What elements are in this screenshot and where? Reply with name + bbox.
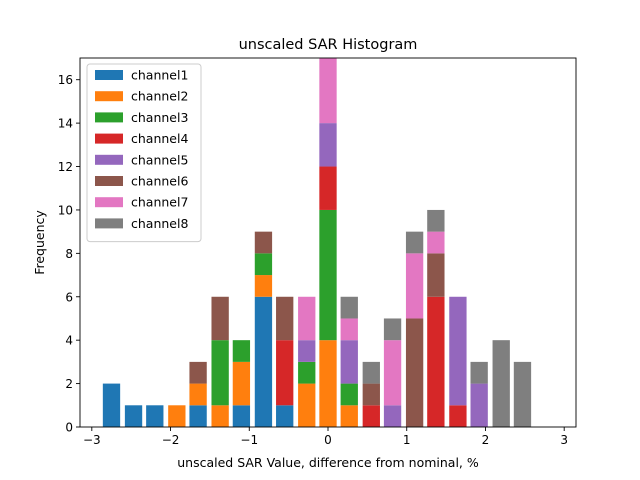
x-tick-label: 0 xyxy=(324,433,332,447)
bar-channel2-bin-4 xyxy=(189,383,207,406)
bar-channel5-bin-13 xyxy=(383,405,402,427)
bar-channel8-bin-15 xyxy=(427,209,445,232)
x-tick-label: 1 xyxy=(403,433,411,447)
bar-channel1-bin-1 xyxy=(124,405,143,427)
legend-swatch-channel8 xyxy=(95,218,123,229)
x-tick-label: −1 xyxy=(240,433,258,447)
bar-channel8-bin-17 xyxy=(470,361,488,384)
chart-title: unscaled SAR Histogram xyxy=(239,37,418,53)
bar-channel3-bin-11 xyxy=(340,383,358,406)
bar-channel8-bin-12 xyxy=(362,361,380,384)
bar-channel3-bin-5 xyxy=(211,340,229,406)
bar-channel3-bin-6 xyxy=(232,340,251,362)
x-tick-label: 3 xyxy=(560,433,568,447)
legend-swatch-channel7 xyxy=(95,197,123,208)
y-tick-label: 12 xyxy=(58,160,73,174)
bar-channel1-bin-2 xyxy=(146,405,164,427)
bar-channel4-bin-10 xyxy=(319,166,337,210)
legend-label-channel3: channel3 xyxy=(131,110,188,125)
x-axis-label: unscaled SAR Value, difference from nomi… xyxy=(177,455,479,470)
y-tick-label: 10 xyxy=(58,203,73,217)
y-tick-label: 16 xyxy=(58,73,73,87)
y-tick-label: 0 xyxy=(65,421,73,435)
bar-channel3-bin-7 xyxy=(254,253,273,276)
y-axis-label: Frequency xyxy=(32,210,47,275)
legend-swatch-channel3 xyxy=(95,112,123,123)
legend-label-channel8: channel8 xyxy=(131,216,188,231)
bar-channel1-bin-8 xyxy=(276,405,294,427)
bar-channel8-bin-18 xyxy=(492,340,510,427)
bar-channel4-bin-16 xyxy=(449,405,467,427)
bar-channel2-bin-11 xyxy=(340,405,358,427)
bar-channel6-bin-8 xyxy=(276,296,294,341)
y-tick-label: 4 xyxy=(65,334,73,348)
bar-channel7-bin-11 xyxy=(340,318,358,341)
bar-channel5-bin-16 xyxy=(449,296,467,406)
legend-swatch-channel4 xyxy=(95,133,123,144)
y-tick-label: 14 xyxy=(58,117,73,131)
bar-channel4-bin-15 xyxy=(427,296,445,427)
legend-swatch-channel1 xyxy=(95,70,123,80)
legend-label-channel5: channel5 xyxy=(131,152,188,167)
bar-channel7-bin-14 xyxy=(405,253,424,319)
legend: channel1 channel2 channel3 channel4 channel5… xyxy=(86,63,202,243)
legend-swatch-channel2 xyxy=(95,91,123,102)
legend-swatch-channel6 xyxy=(95,176,123,186)
bar-channel4-bin-12 xyxy=(362,405,380,427)
bar-channel8-bin-11 xyxy=(340,296,358,319)
bar-channel7-bin-10 xyxy=(319,58,337,124)
bar-channel6-bin-14 xyxy=(405,318,424,427)
bar-channel2-bin-5 xyxy=(211,405,229,427)
bar-channel8-bin-13 xyxy=(383,318,402,341)
bar-channel2-bin-9 xyxy=(298,383,316,427)
y-tick-label: 2 xyxy=(65,377,73,391)
bar-channel1-bin-4 xyxy=(189,405,207,427)
bar-channel5-bin-9 xyxy=(298,340,316,362)
x-axis: −3 −2 −1 0 1 2 3 xyxy=(83,427,568,447)
legend-label-channel6: channel6 xyxy=(131,174,188,189)
bar-channel6-bin-15 xyxy=(427,253,445,297)
bar-channel1-bin-7 xyxy=(254,296,273,427)
bar-channel6-bin-5 xyxy=(211,296,229,341)
bar-channel7-bin-13 xyxy=(383,340,402,406)
bar-channel8-bin-14 xyxy=(405,231,424,254)
bar-channel2-bin-7 xyxy=(254,275,273,297)
y-tick-label: 6 xyxy=(65,290,73,304)
bar-channel6-bin-12 xyxy=(362,383,380,406)
bar-channel3-bin-9 xyxy=(298,361,316,384)
x-tick-label: 2 xyxy=(482,433,490,447)
legend-label-channel7: channel7 xyxy=(131,195,188,210)
x-tick-label: −3 xyxy=(83,433,101,447)
bar-channel8-bin-19 xyxy=(513,361,532,427)
bar-channel7-bin-9 xyxy=(298,296,316,341)
bar-channel2-bin-3 xyxy=(168,405,186,427)
y-axis: 0 2 4 6 8 10 12 14 16 xyxy=(58,73,80,435)
bar-channel5-bin-10 xyxy=(319,123,337,167)
bar-channel4-bin-8 xyxy=(276,340,294,406)
y-tick-label: 8 xyxy=(65,247,73,261)
legend-label-channel4: channel4 xyxy=(131,131,188,146)
bar-channel3-bin-10 xyxy=(319,209,337,341)
bar-channel5-bin-11 xyxy=(340,340,358,384)
bar-channel6-bin-7 xyxy=(254,231,273,254)
bar-channel2-bin-10 xyxy=(319,340,337,427)
bar-channel1-bin-6 xyxy=(232,405,251,427)
bar-channel5-bin-17 xyxy=(470,383,488,427)
bar-channel2-bin-6 xyxy=(232,361,251,406)
bar-channel7-bin-15 xyxy=(427,231,445,254)
bar-channel6-bin-4 xyxy=(189,361,207,384)
legend-label-channel2: channel2 xyxy=(131,89,188,104)
x-tick-label: −2 xyxy=(162,433,180,447)
bars-layer xyxy=(102,58,532,427)
legend-label-channel1: channel1 xyxy=(131,68,188,83)
bar-channel1-bin-0 xyxy=(102,383,121,427)
legend-swatch-channel5 xyxy=(95,154,123,165)
